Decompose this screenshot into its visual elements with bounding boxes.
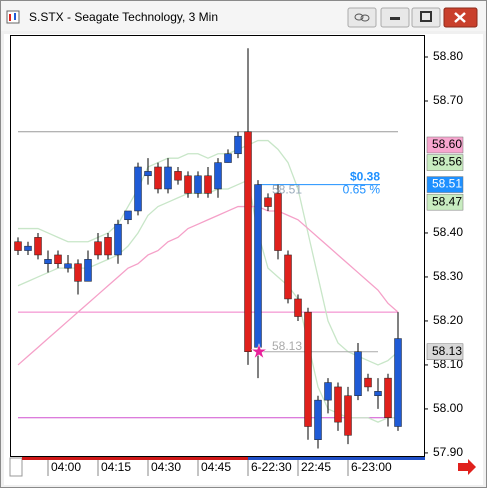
candle-body [84,259,92,282]
price-flag-label: 58.56 [432,155,462,169]
candle-body [164,166,172,190]
price-flag [426,343,464,360]
measure-from-label: 58.13 [272,339,302,353]
y-tick-label: 58.30 [433,269,463,283]
x-tick-label: 04:30 [151,460,181,474]
x-tick-label: 6-23:00 [351,460,392,474]
candle-body [44,259,52,265]
y-tick-label: 58.80 [433,49,463,63]
candle-body [244,131,252,352]
candle-body [194,175,202,194]
candle-body [154,166,162,190]
candle-body [214,162,222,190]
y-tick-label: 57.90 [433,445,463,459]
measure-star [250,342,268,359]
y-tick-label: 58.40 [433,225,463,239]
candle-body [114,223,122,256]
price-flag-label: 58.51 [432,177,462,191]
y-tick-label: 58.20 [433,313,463,327]
link-button[interactable] [347,7,377,28]
candle-body [94,241,102,256]
plot-frame [10,35,425,457]
candle-body [254,184,262,348]
price-flag [426,176,464,193]
candle-body [314,399,322,440]
overlay-line [17,205,399,366]
y-tick-label: 58.00 [433,401,463,415]
candle-body [124,210,132,221]
candle-body [344,395,352,436]
candle-body [134,166,142,212]
x-tick-label: 22:45 [301,460,331,474]
candle-body [394,338,402,427]
candle-body [264,197,272,207]
x-tick-label: 04:15 [101,460,131,474]
measure-change: $0.38 [350,170,380,184]
minimize-button[interactable] [380,7,410,28]
session-strip [22,457,248,460]
price-flag-label: 58.13 [432,344,462,358]
price-flag [426,193,464,211]
candle-body [24,245,32,251]
candle-body [364,377,372,388]
window-title: S.STX - Seagate Technology, 3 Min [29,10,218,24]
close-button[interactable] [443,7,478,28]
candle-body [144,171,152,177]
overlay-line [18,139,399,366]
candle-body [304,311,312,427]
x-tick-label: 04:45 [201,460,231,474]
price-flag [426,136,464,154]
candle-body [184,175,192,194]
y-tick-label: 58.10 [433,357,463,371]
candle-body [74,263,82,282]
x-tick-label: 04:00 [51,460,81,474]
candle-body [384,377,392,418]
maximize-button[interactable] [411,7,441,28]
scroll-box[interactable] [9,457,23,477]
candle-body [204,175,212,194]
session-strip [248,457,425,460]
candle-body [284,254,292,300]
candle-body [334,386,342,423]
candle-body [14,241,22,251]
measure-percent: 0.65 % [343,183,381,197]
x-tick-label: 6-22:30 [251,460,292,474]
candle-body [104,237,112,256]
candle-body [234,135,242,155]
candle-body [54,254,62,265]
candle-body [274,193,282,251]
candle-body [64,263,72,269]
scroll-right-arrow[interactable] [458,459,476,475]
candle-body [224,153,232,163]
candle-body [354,351,362,396]
y-tick-label: 58.70 [433,93,463,107]
candle-body [34,237,42,256]
price-flag-label: 58.47 [432,194,462,208]
price-flag-label: 58.60 [432,137,462,151]
candle-body [294,298,302,317]
price-flag [426,154,464,171]
measure-to-label: 58.51 [272,183,302,197]
candle-body [374,391,382,396]
candle-body [174,171,182,181]
candle-body [324,382,332,401]
app-icon [6,10,20,24]
